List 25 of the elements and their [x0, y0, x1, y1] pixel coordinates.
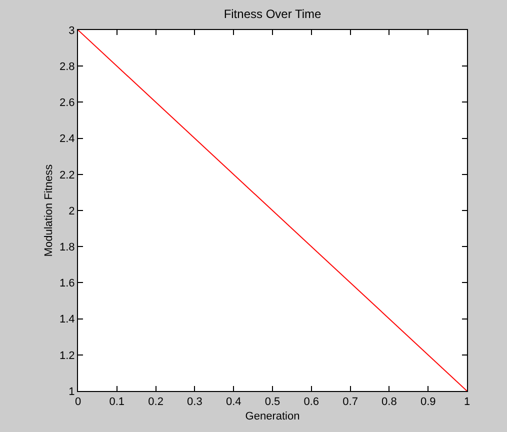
- y-tick-label: 2.8: [60, 60, 75, 73]
- y-axis-title: Modulation Fitness: [43, 164, 56, 257]
- x-tick-label: 0.5: [264, 396, 280, 408]
- y-tick-label: 3: [68, 24, 75, 37]
- x-tick-label: 0.6: [304, 396, 320, 408]
- y-tick-label: 1: [68, 386, 75, 398]
- y-tick-label: 2.4: [60, 133, 75, 146]
- y-tick-label: 1.6: [60, 278, 75, 290]
- x-tick-label: 0.7: [342, 396, 358, 408]
- y-tick-label: 2.2: [60, 169, 75, 182]
- y-tick-label: 1.2: [60, 350, 75, 362]
- x-tick-label: 0.3: [187, 396, 202, 408]
- x-tick-label: 0: [74, 396, 82, 408]
- x-tick-label: 0.8: [382, 396, 397, 408]
- y-tick-label: 2.6: [60, 97, 75, 110]
- x-axis-title: Generation: [245, 410, 300, 422]
- x-tick-label: 0.9: [420, 396, 436, 408]
- x-tick-label: 0.1: [109, 396, 125, 408]
- y-tick-label: 1.4: [60, 314, 75, 326]
- y-tick-label: 2: [68, 205, 75, 218]
- chart-title: Fitness Over Time: [224, 7, 322, 22]
- x-tick-label: 0.4: [226, 396, 242, 408]
- y-tick-label: 1.8: [60, 241, 75, 254]
- x-tick-label: 1: [464, 396, 470, 408]
- x-tick-label: 0.2: [148, 396, 164, 408]
